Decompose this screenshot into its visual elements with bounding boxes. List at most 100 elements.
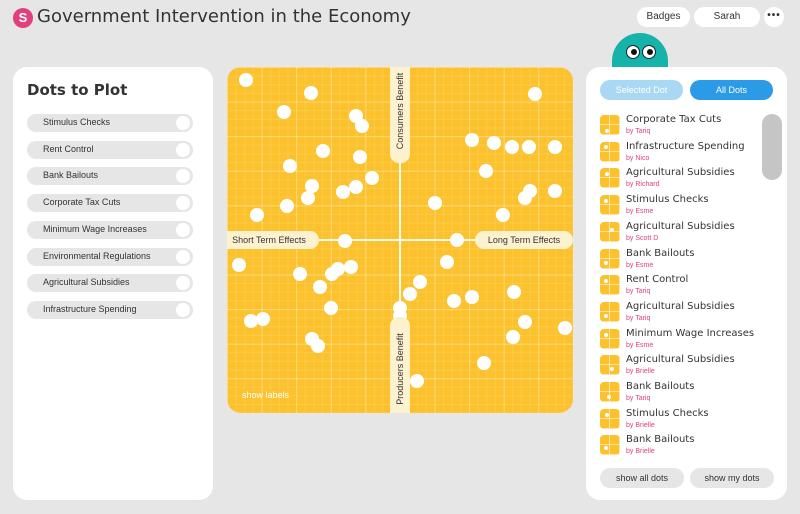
plotted-dot[interactable] [440,254,455,269]
dot-list-item[interactable]: Bank Bailouts by Esme [600,248,760,274]
plotted-dot[interactable] [517,191,532,206]
dot-handle[interactable] [176,222,190,237]
plotted-dot[interactable] [231,257,246,272]
dot-list-item[interactable]: Rent Control by Tariq [600,274,760,300]
plotted-dot[interactable] [354,118,369,133]
plotted-dot[interactable] [277,105,292,120]
plotted-dot[interactable] [364,171,379,186]
dot-list-item[interactable]: Minimum Wage Increases by Esme [600,328,760,354]
thumbnail-dot [604,313,608,318]
plotted-dot[interactable] [316,144,331,159]
app-logo[interactable]: S [13,8,33,28]
dot-list-item[interactable]: Agricultural Subsidies by Tariq [600,301,760,327]
dot-to-plot-item[interactable]: Corporate Tax Cuts [27,194,193,213]
dot-handle[interactable] [176,169,190,184]
plotted-dot[interactable] [506,330,521,345]
dot-list-item-title: Agricultural Subsidies [626,300,735,312]
dot-to-plot-label: Corporate Tax Cuts [43,197,121,208]
scrollbar[interactable] [762,114,782,180]
plotted-dot[interactable] [427,195,442,210]
plotted-dot[interactable] [464,290,479,305]
user-button[interactable]: Sarah [694,7,760,27]
dot-to-plot-item[interactable]: Environmental Regulations [27,247,193,266]
dot-list-item[interactable]: Stimulus Checks by Esme [600,194,760,220]
plotted-dot[interactable] [528,86,543,101]
plotted-dot[interactable] [249,208,264,223]
dot-list-item-author: by Nico [626,154,650,162]
plotted-dot[interactable] [505,139,520,154]
plotted-dot[interactable] [280,199,295,214]
plotted-dot[interactable] [403,286,418,301]
dot-list-item-author: by Tariq [626,128,651,135]
dot-to-plot-item[interactable]: Agricultural Subsidies [27,274,193,293]
axis-label-top-text: Consumers Benefit [395,72,405,150]
plotted-dot[interactable] [255,311,270,326]
badges-button[interactable]: Badges [637,7,690,27]
plotted-dot[interactable] [310,338,325,353]
plotted-dot[interactable] [300,191,315,206]
vertical-axis [399,67,401,413]
plotted-dot[interactable] [323,300,338,315]
page-title: Government Intervention in the Economy [37,6,411,27]
plot-area[interactable]: Short Term Effects Long Term Effects Con… [227,67,573,413]
dot-handle[interactable] [176,142,190,157]
dot-list-item-author: by Richard [626,181,660,189]
plotted-dot[interactable] [305,179,320,194]
plotted-dot[interactable] [243,313,258,328]
dot-to-plot-item[interactable]: Rent Control [27,140,193,159]
tab-selected-dot[interactable]: Selected Dot [600,80,683,100]
plotted-dot[interactable] [313,280,328,295]
dot-list-item[interactable]: Agricultural Subsidies by Brielle [600,354,760,380]
dot-list-item-title: Bank Bailouts [626,247,695,259]
dot-list-item[interactable]: Bank Bailouts by Tariq [600,381,760,407]
plotted-dot[interactable] [337,234,352,249]
show-all-dots-button[interactable]: show all dots [600,468,684,488]
plotted-dot[interactable] [343,259,358,274]
more-options-button[interactable]: ••• [764,7,784,27]
plotted-dot[interactable] [349,180,364,195]
dot-list-item[interactable]: Agricultural Subsidies by Scott D [600,221,760,247]
plotted-dot[interactable] [292,267,307,282]
plotted-dot[interactable] [476,356,491,371]
plotted-dot[interactable] [413,275,428,290]
plotted-dot[interactable] [331,262,346,277]
plotted-dot[interactable] [478,164,493,179]
plotted-dot[interactable] [352,149,367,164]
thumbnail-dot [610,367,614,372]
dot-handle[interactable] [176,249,190,264]
axis-label-left: Short Term Effects [227,231,319,249]
dot-to-plot-item[interactable]: Stimulus Checks [27,114,193,132]
plotted-dot[interactable] [548,183,562,198]
plotted-dot[interactable] [282,158,297,173]
plotted-dot[interactable] [464,133,479,148]
plotted-dot[interactable] [410,374,425,389]
dot-list-item[interactable]: Infrastructure Spending by Nico [600,141,760,167]
dot-list-item[interactable]: Stimulus Checks by Brielle [600,408,760,434]
dot-to-plot-item[interactable]: Minimum Wage Increases [27,220,193,239]
dot-list-item[interactable]: Corporate Tax Cuts by Tariq [600,114,760,140]
dot-handle[interactable] [176,196,190,211]
plotted-dot[interactable] [487,136,502,151]
plotted-dot[interactable] [335,184,350,199]
plotted-dot[interactable] [522,139,537,154]
plotted-dot[interactable] [495,207,510,222]
show-my-dots-button[interactable]: show my dots [690,468,774,488]
plotted-dot[interactable] [239,73,254,88]
show-labels-toggle[interactable]: show labels [242,390,290,400]
dot-list-item[interactable]: Agricultural Subsidies by Richard [600,167,760,193]
plotted-dot[interactable] [517,314,532,329]
plotted-dot[interactable] [506,284,521,299]
plotted-dot[interactable] [446,293,461,308]
plotted-dot[interactable] [548,139,562,154]
dot-thumbnail [600,248,620,269]
plotted-dot[interactable] [304,85,319,100]
plotted-dot[interactable] [557,320,572,335]
plotted-dot[interactable] [450,233,465,247]
tab-all-dots[interactable]: All Dots [690,80,773,100]
dot-list-item[interactable]: Bank Bailouts by Brielle [600,434,760,460]
dot-handle[interactable] [176,302,190,317]
dot-handle[interactable] [176,116,190,130]
dot-handle[interactable] [176,276,190,291]
dot-to-plot-item[interactable]: Infrastructure Spending [27,300,193,319]
dot-to-plot-item[interactable]: Bank Bailouts [27,167,193,186]
